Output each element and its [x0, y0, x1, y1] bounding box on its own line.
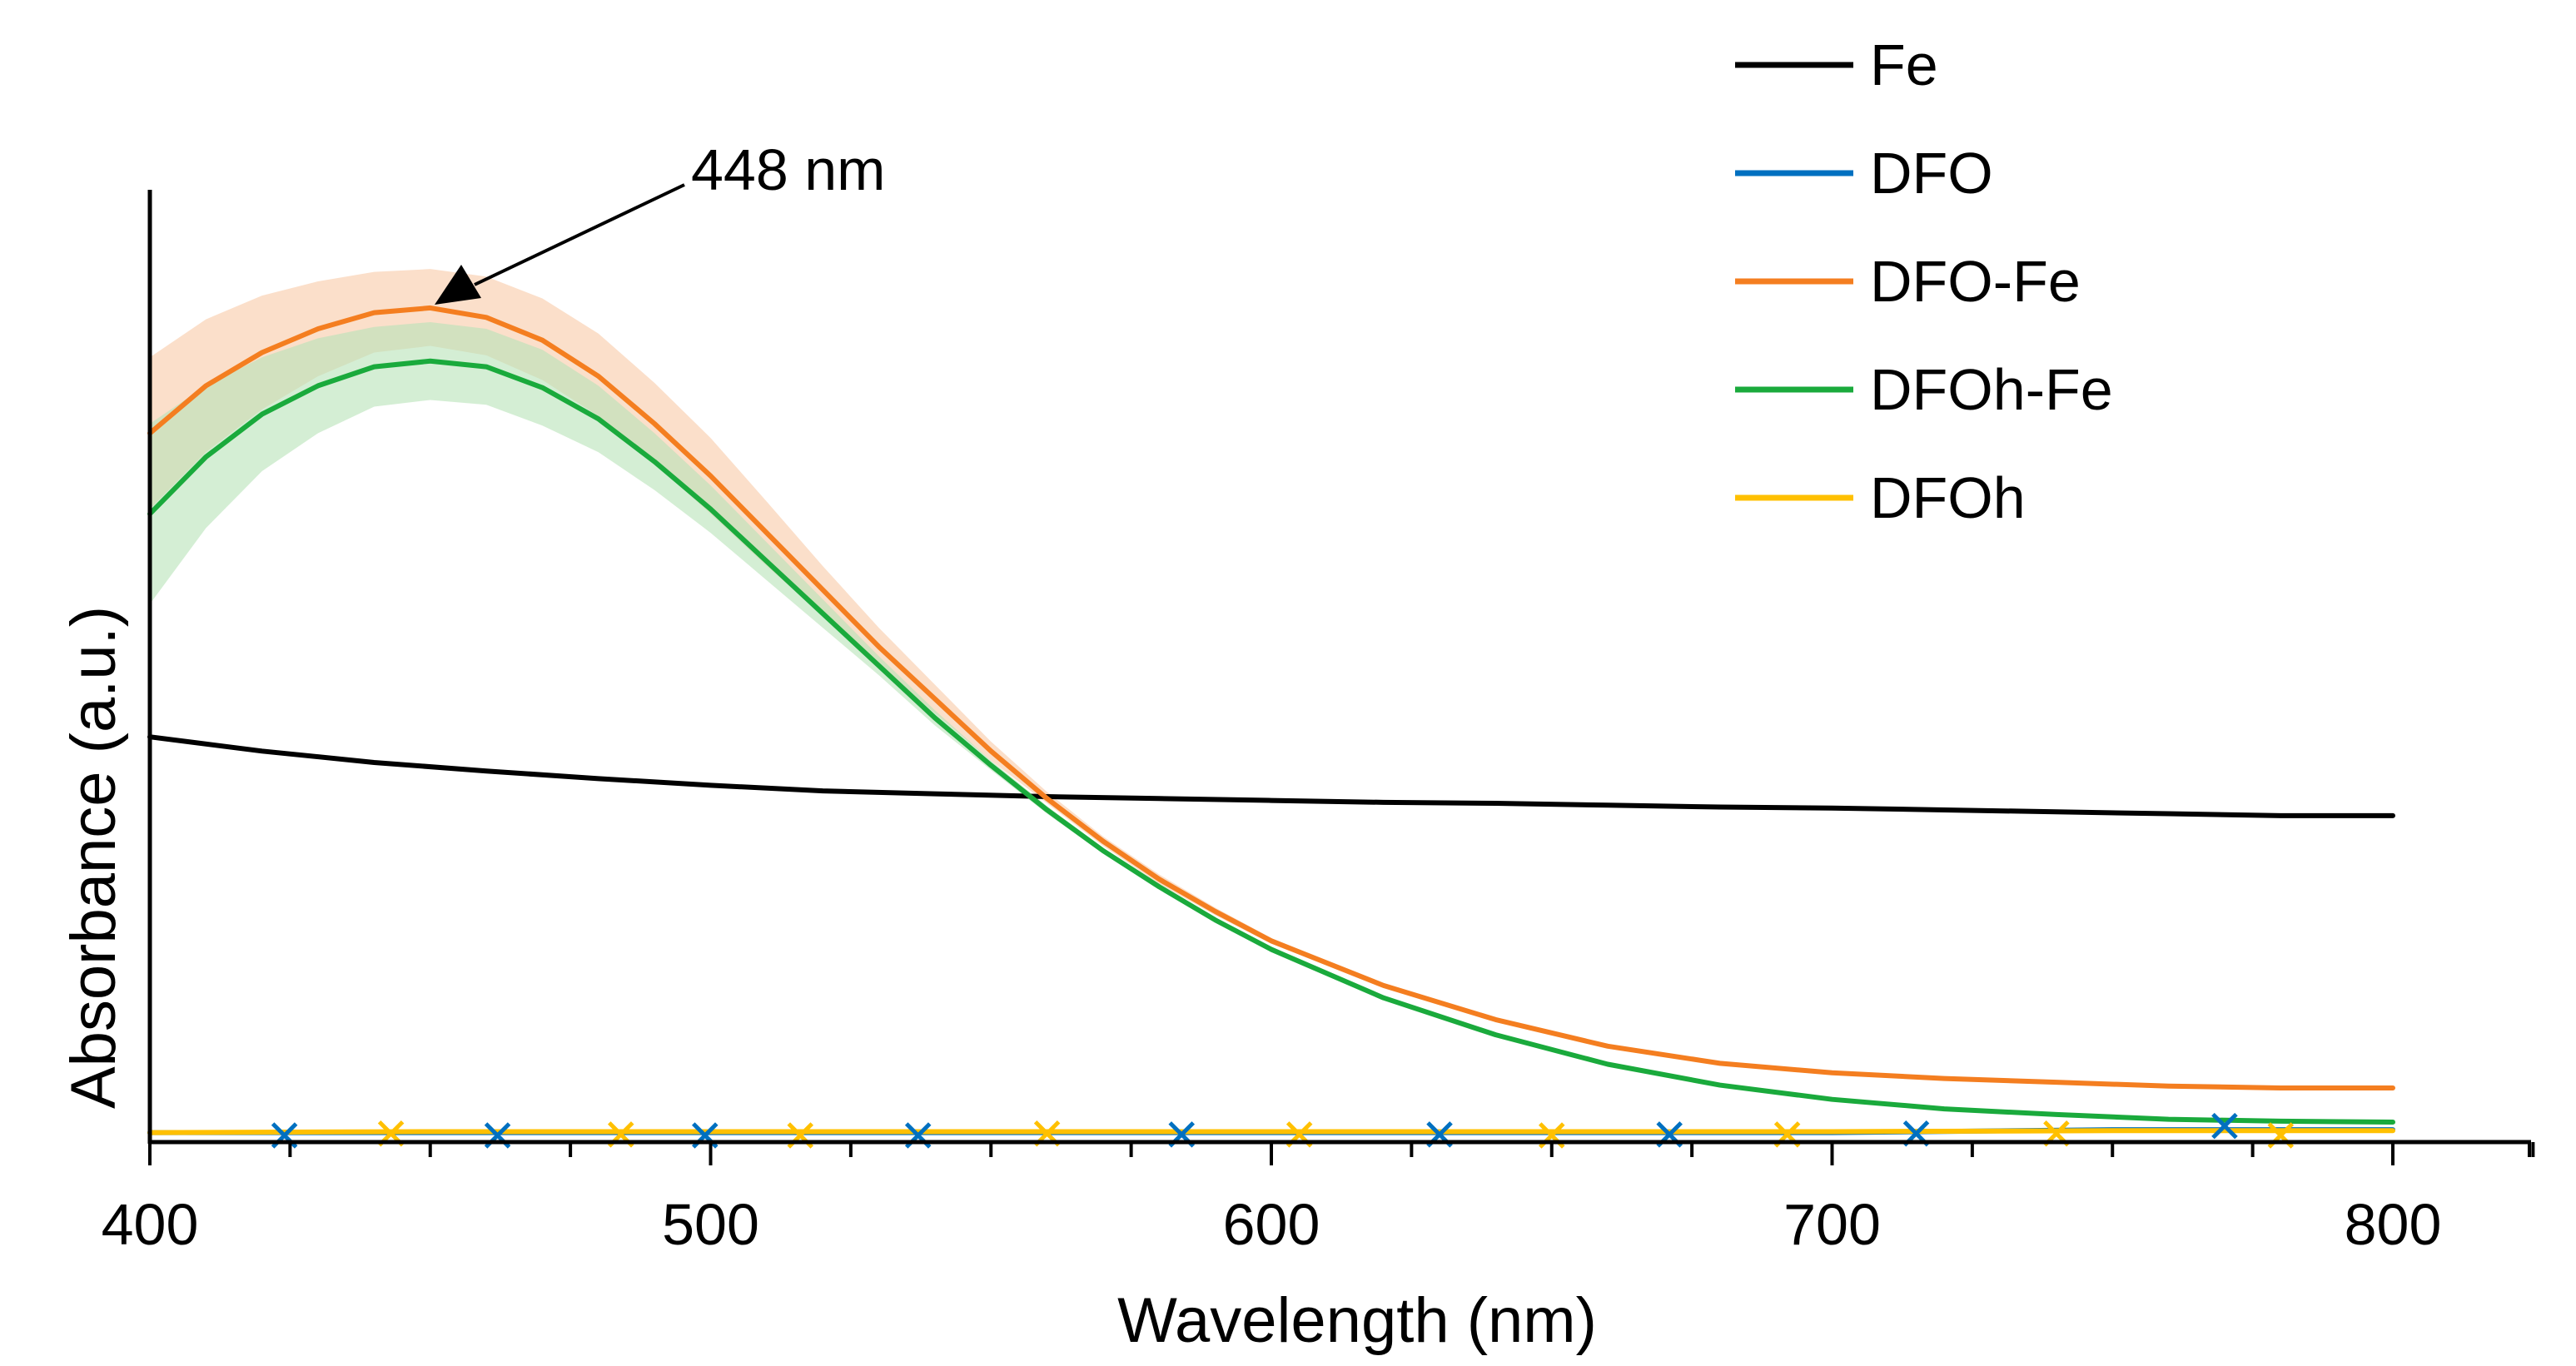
legend-label-dfoh: DFOh — [1870, 465, 2026, 530]
x-tick-label: 700 — [1783, 1192, 1881, 1257]
series-line-dfoh-fe — [147, 358, 2395, 1125]
x-axis-ticks — [148, 1142, 2535, 1165]
legend-label-dfo-fe: DFO-Fe — [1870, 249, 2081, 314]
series-line-dfoh — [147, 1128, 2395, 1135]
band-dfoh-fe — [150, 322, 2393, 1125]
series-line-dfo-fe — [147, 305, 2395, 1090]
series-line-fe — [147, 734, 2395, 818]
legend-label-fe: Fe — [1870, 32, 1938, 97]
annotation-arrowhead — [435, 265, 481, 305]
x-axis-tick-labels: 400 500 600 700 800 — [102, 1192, 2442, 1257]
x-tick-label: 800 — [2345, 1192, 2442, 1257]
legend-label-dfoh-fe: DFOh-Fe — [1870, 357, 2113, 422]
x-tick-label: 400 — [102, 1192, 199, 1257]
y-axis-label: Absorbance (a.u.) — [58, 606, 129, 1109]
legend-label-dfo: DFO — [1870, 141, 1993, 206]
series-lines — [147, 305, 2395, 1135]
x-axis-label: Wavelength (nm) — [1117, 1285, 1597, 1356]
x-tick-label: 600 — [1223, 1192, 1320, 1257]
legend: Fe DFO DFO-Fe DFOh-Fe DFOh — [1735, 32, 2113, 530]
peak-annotation: 448 nm — [435, 137, 885, 305]
marker-dfo — [2211, 1112, 2238, 1140]
x-tick-label: 500 — [662, 1192, 759, 1257]
annotation-arrow-line — [474, 183, 685, 286]
annotation-text: 448 nm — [691, 137, 885, 202]
